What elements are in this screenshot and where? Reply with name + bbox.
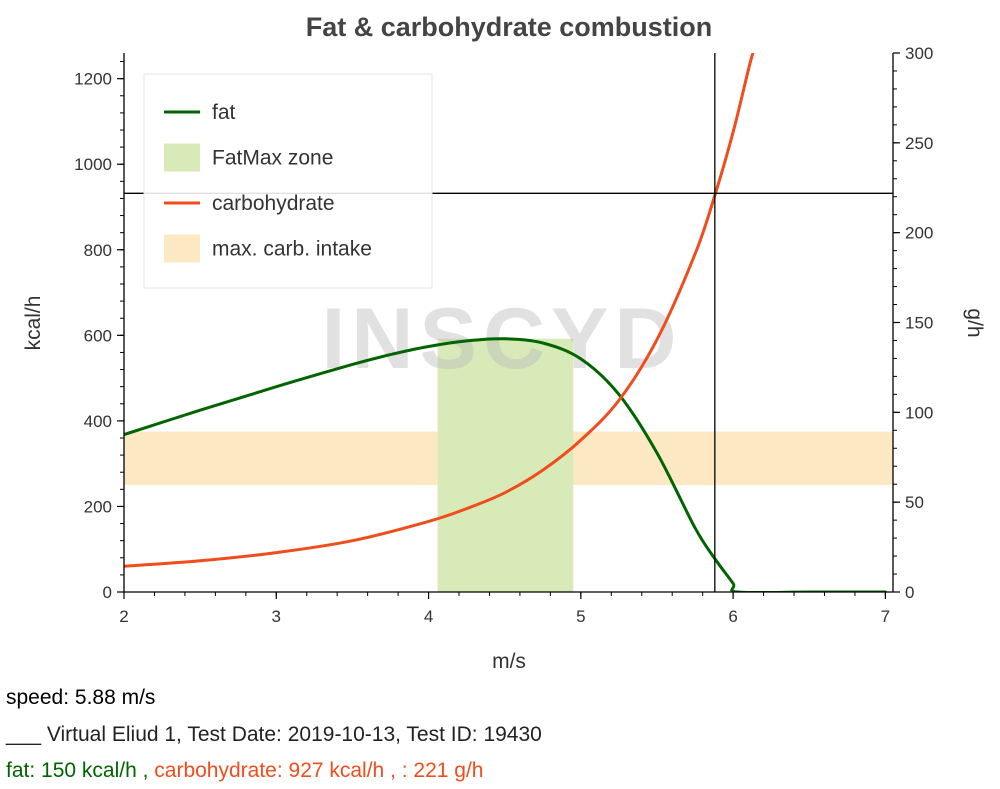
y-right-tick-label: 300: [905, 44, 933, 63]
x-tick-label: 4: [424, 607, 433, 626]
y-left-tick-label: 1200: [74, 70, 112, 89]
legend: fat FatMax zone carbohydrate max. carb. int…: [143, 73, 433, 289]
legend-label-carbohydrate: carbohydrate: [212, 192, 335, 215]
x-tick-label: 6: [728, 607, 737, 626]
legend-label-fatmax-zone: FatMax zone: [212, 147, 333, 170]
series-layer: [124, 53, 887, 592]
athlete-info: ___ Virtual Eliud 1, Test Date: 2019-10-…: [6, 723, 542, 746]
y-right-tick-label: 250: [905, 134, 933, 153]
x-tick-label: 5: [576, 607, 585, 626]
speed-readout: speed: 5.88 m/s: [6, 686, 156, 709]
y-axis-left-label: kcal/h: [22, 296, 45, 351]
y-axis-right-label: g/h: [963, 308, 986, 337]
y-left-tick-label: 400: [84, 412, 112, 431]
y-left-tick-label: 800: [84, 241, 112, 260]
y-left-tick-label: 600: [84, 326, 112, 345]
y-right-tick-label: 0: [905, 583, 914, 602]
legend-swatch-max-carb-intake: [164, 234, 200, 263]
chart-title: Fat & carbohydrate combustion: [306, 12, 713, 42]
x-tick-label: 7: [881, 607, 890, 626]
y-right-tick-label: 200: [905, 224, 933, 243]
values-readout: fat: 150 kcal/h , carbohydrate: 927 kcal…: [6, 759, 483, 783]
fat-series-line: [124, 337, 887, 592]
legend-swatch-fatmax-zone: [164, 143, 200, 172]
y-left-tick-label: 1000: [74, 155, 112, 174]
carb-readout: carbohydrate: 927 kcal/h , : 221 g/h: [154, 759, 484, 782]
fat-readout: fat: 150 kcal/h ,: [6, 759, 149, 782]
x-axis-label: m/s: [492, 650, 526, 673]
axes-layer: 2 3 4 5 6 70200400600800100012000501001502002…: [74, 44, 933, 626]
y-left-tick-label: 200: [84, 497, 112, 516]
legend-label-max-carb-intake: max. carb. intake: [212, 238, 372, 261]
carbohydrate-series-line: [124, 53, 755, 568]
y-right-tick-label: 50: [905, 493, 924, 512]
legend-label-fat: fat: [212, 101, 236, 124]
x-tick-label: 3: [272, 607, 281, 626]
y-right-tick-label: 100: [905, 403, 933, 422]
y-right-tick-label: 150: [905, 314, 933, 333]
y-left-tick-label: 0: [103, 583, 112, 602]
x-tick-label: 2: [119, 607, 128, 626]
